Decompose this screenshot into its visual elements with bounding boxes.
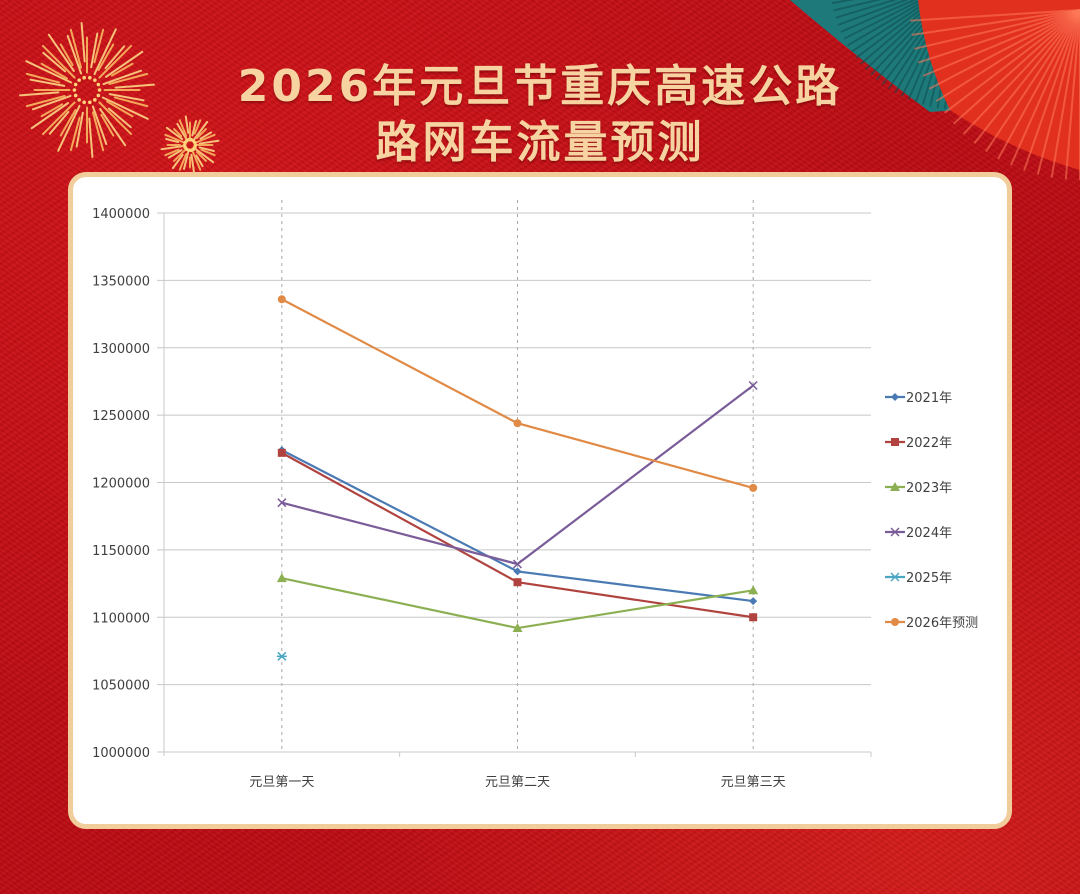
- legend-label: 2024年: [906, 526, 952, 541]
- series-2024年: [277, 380, 758, 569]
- legend-label: 2021年: [906, 391, 952, 406]
- legend-label: 2025年: [906, 571, 952, 586]
- legend-label: 2023年: [906, 481, 952, 496]
- legend-item: 2025年: [885, 571, 952, 586]
- series-2026年预测: [277, 295, 758, 492]
- chart-series: [276, 295, 759, 661]
- y-tick-label: 1000000: [92, 746, 150, 761]
- y-tick-label: 1250000: [92, 409, 150, 424]
- firework-icon: [19, 22, 155, 158]
- x-tick-label: 元旦第一天: [249, 775, 314, 790]
- y-axis-ticks: 1400000 1350000 1300000 1250000 1200000 11500…: [92, 207, 150, 761]
- firework-small-icon: [160, 115, 220, 175]
- legend-item: 2026年预测: [885, 616, 978, 631]
- legend-item: 2021年: [885, 391, 952, 406]
- series-2022年: [277, 448, 758, 622]
- y-tick-label: 1150000: [92, 544, 150, 559]
- fan-red-icon: [910, 0, 1080, 180]
- legend-item: 2022年: [885, 436, 952, 451]
- page-title-line2: 路网车流量预测: [375, 117, 705, 168]
- x-tick-label: 元旦第三天: [721, 775, 786, 790]
- legend-label: 2026年预测: [906, 616, 978, 631]
- x-tick-label: 元旦第二天: [485, 775, 550, 790]
- chart-legend: 2021年 2022年 2023年 2024年 2025年 2026年预测: [885, 391, 978, 631]
- y-tick-label: 1100000: [92, 611, 150, 626]
- series-2025年: [276, 651, 287, 661]
- y-tick-label: 1050000: [92, 679, 150, 694]
- y-tick-label: 1350000: [92, 274, 150, 289]
- y-tick-label: 1300000: [92, 342, 150, 357]
- series-2023年: [276, 573, 759, 633]
- legend-item: 2023年: [885, 481, 952, 496]
- chart-card: [68, 172, 1012, 829]
- legend-label: 2022年: [906, 436, 952, 451]
- page-title-line1: 2026年元旦节重庆高速公路: [237, 61, 843, 112]
- x-axis: 元旦第一天 元旦第二天 元旦第三天: [249, 775, 785, 790]
- legend-item: 2024年: [885, 526, 952, 541]
- y-tick-label: 1400000: [92, 207, 150, 222]
- y-tick-label: 1200000: [92, 477, 150, 492]
- chart-gridlines: [157, 200, 872, 757]
